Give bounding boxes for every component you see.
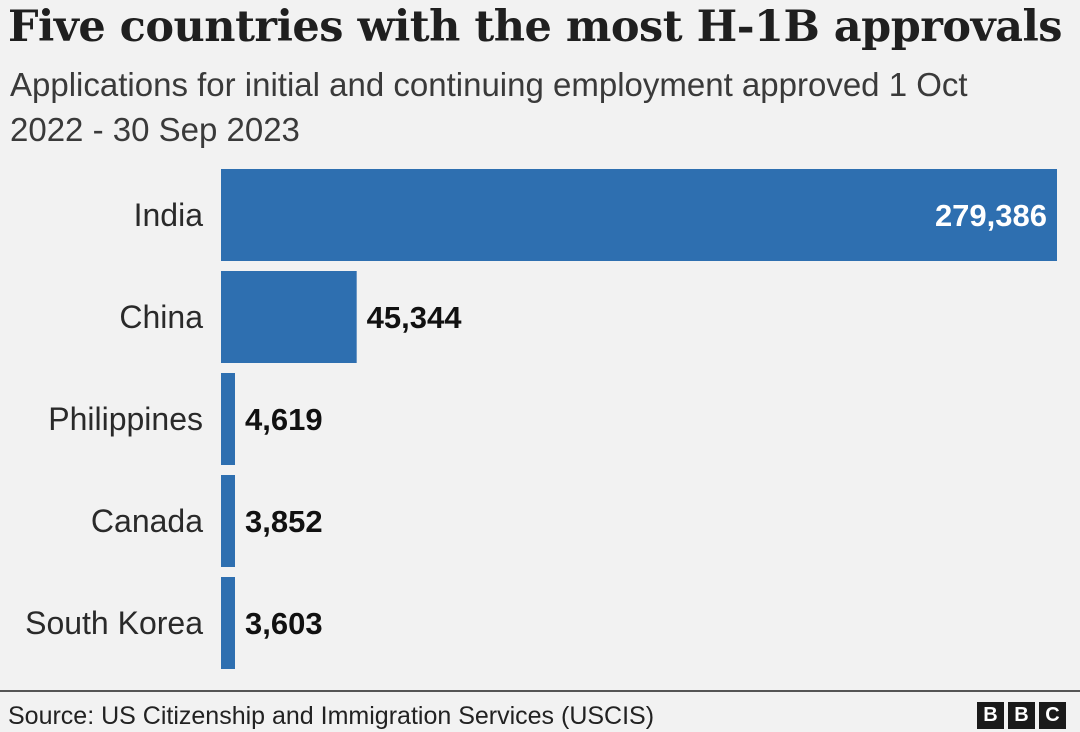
source-note: Source: US Citizenship and Immigration S… [8,702,655,730]
bar-south-korea [221,577,235,669]
bar-canada [221,475,235,567]
chart-title: Five countries with the most H-1B approv… [8,2,1063,52]
value-label-south-korea: 3,603 [245,606,323,641]
chart-subtitle: Applications for initial and continuing … [10,66,968,148]
value-label-china: 45,344 [367,300,463,335]
bar-chart: India 279,386 China 45,344 Philippines 4,619 C… [25,169,1057,669]
bar-philippines [221,373,235,465]
bar-india [221,169,1057,261]
category-label-south-korea: South Korea [25,605,203,641]
value-label-india: 279,386 [935,198,1047,233]
bbc-logo-letter-2: B [1008,702,1035,729]
category-label-canada: Canada [91,503,203,539]
bbc-logo-letter-3: C [1039,702,1066,729]
category-label-india: India [134,197,204,233]
bbc-logo-letter-1: B [977,702,1004,729]
category-label-philippines: Philippines [48,401,203,437]
value-label-philippines: 4,619 [245,402,323,437]
category-label-china: China [119,299,203,335]
bbc-logo: B B C [977,702,1066,729]
value-label-canada: 3,852 [245,504,323,539]
footer-divider [0,690,1080,692]
bar-china [221,271,357,363]
